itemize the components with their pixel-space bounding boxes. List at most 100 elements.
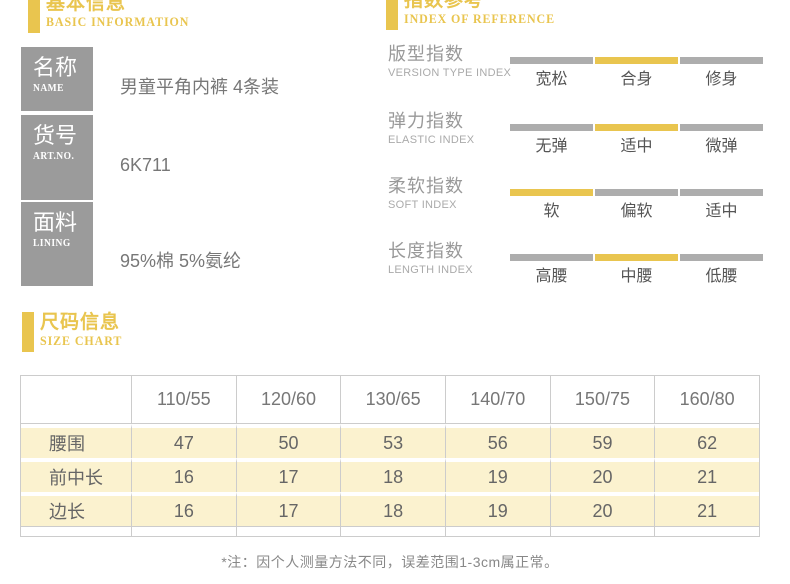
bar-segment bbox=[595, 254, 678, 261]
cell-value: 16 bbox=[131, 458, 236, 492]
option-label: 微弹 bbox=[705, 138, 738, 155]
name-label: 名称 bbox=[33, 55, 78, 80]
option-label: 偏软 bbox=[620, 203, 653, 220]
corner-cell bbox=[21, 376, 131, 424]
cell-value: 47 bbox=[131, 424, 236, 458]
elastic-index-label-en: ELASTIC INDEX bbox=[388, 134, 475, 146]
cell-value: 21 bbox=[654, 492, 759, 526]
index-reference-title: 指数参考 bbox=[404, 0, 485, 11]
label-box-artno: 货号 ART.NO. bbox=[21, 115, 93, 200]
length-index-label-en: LENGTH INDEX bbox=[388, 264, 473, 276]
bar-segment bbox=[510, 57, 593, 64]
option-label: 中腰 bbox=[620, 268, 653, 285]
option-label: 适中 bbox=[705, 203, 738, 220]
index-row-soft: 柔软指数 SOFT INDEX 软 偏软 适中 bbox=[388, 177, 766, 237]
version-index-bar bbox=[510, 57, 763, 64]
bar-segment bbox=[510, 124, 593, 131]
bar-segment bbox=[680, 254, 763, 261]
length-index-bar bbox=[510, 254, 763, 261]
size-column-header: 120/60 bbox=[235, 376, 341, 424]
row-label: 前中长 bbox=[21, 458, 131, 492]
size-column-header: 150/75 bbox=[549, 376, 655, 424]
bar-segment bbox=[680, 189, 763, 196]
cell-value: 21 bbox=[654, 458, 759, 492]
label-box-name: 名称 NAME bbox=[21, 47, 93, 111]
row-label: 边长 bbox=[21, 492, 131, 526]
cell-value: 50 bbox=[235, 424, 341, 458]
index-row-length: 长度指数 LENGTH INDEX 高腰 中腰 低腰 bbox=[388, 242, 766, 302]
cell-value: 20 bbox=[549, 458, 655, 492]
cell-value: 20 bbox=[549, 492, 655, 526]
size-column-header: 140/70 bbox=[444, 376, 550, 424]
bar-segment bbox=[595, 189, 678, 196]
option-label: 高腰 bbox=[535, 268, 568, 285]
lining-label-en: LINING bbox=[33, 238, 71, 249]
cell-value: 17 bbox=[235, 492, 341, 526]
table-filler-row bbox=[21, 526, 759, 536]
artno-value: 6K711 bbox=[120, 155, 171, 175]
option-label: 合身 bbox=[620, 71, 653, 88]
cell-value: 19 bbox=[444, 492, 550, 526]
accent-bar bbox=[386, 0, 398, 30]
name-value: 男童平角内裤 4条装 bbox=[120, 77, 280, 97]
option-label: 软 bbox=[543, 203, 560, 220]
soft-index-bar bbox=[510, 189, 763, 196]
bar-segment bbox=[595, 57, 678, 64]
elastic-index-bar bbox=[510, 124, 763, 131]
size-column-header: 160/80 bbox=[654, 376, 759, 424]
cell-value: 19 bbox=[444, 458, 550, 492]
bar-segment bbox=[510, 189, 593, 196]
table-row-front-length: 前中长 16 17 18 19 20 21 bbox=[21, 458, 759, 492]
index-row-elastic: 弹力指数 ELASTIC INDEX 无弹 适中 微弹 bbox=[388, 112, 766, 172]
bar-segment bbox=[680, 124, 763, 131]
version-index-label: 版型指数 bbox=[388, 44, 464, 64]
basic-info-header: 基本信息 BASIC INFORMATION bbox=[28, 0, 202, 33]
cell-value: 17 bbox=[235, 458, 341, 492]
option-label: 无弹 bbox=[535, 138, 568, 155]
cell-value: 18 bbox=[340, 492, 445, 526]
table-row-waist: 腰围 47 50 53 56 59 62 bbox=[21, 424, 759, 458]
basic-info-title: 基本信息 bbox=[46, 0, 127, 14]
name-label-en: NAME bbox=[33, 83, 64, 94]
cell-value: 16 bbox=[131, 492, 236, 526]
bar-segment bbox=[510, 254, 593, 261]
cell-value: 18 bbox=[340, 458, 445, 492]
size-chart-table: 110/55 120/60 130/65 140/70 150/75 160/8… bbox=[20, 375, 760, 537]
option-label: 适中 bbox=[620, 138, 653, 155]
option-label: 宽松 bbox=[535, 71, 568, 88]
artno-label-en: ART.NO. bbox=[33, 151, 75, 162]
version-index-label-en: VERSION TYPE INDEX bbox=[388, 67, 512, 79]
lining-label: 面料 bbox=[33, 210, 78, 235]
size-chart-subtitle: SIZE CHART bbox=[40, 333, 123, 348]
length-index-label: 长度指数 bbox=[388, 241, 464, 261]
cell-value: 53 bbox=[340, 424, 445, 458]
accent-bar bbox=[22, 312, 34, 352]
label-box-lining: 面料 LINING bbox=[21, 202, 93, 286]
option-label: 修身 bbox=[705, 71, 738, 88]
index-reference-header: 指数参考 INDEX OF REFERENCE bbox=[386, 0, 568, 30]
artno-label: 货号 bbox=[33, 123, 78, 148]
measurement-note: *注：因个人测量方法不同，误差范围1-3cm属正常。 bbox=[221, 554, 559, 570]
bar-segment bbox=[680, 57, 763, 64]
soft-index-label-en: SOFT INDEX bbox=[388, 199, 457, 211]
size-chart-title: 尺码信息 bbox=[40, 312, 121, 333]
cell-value: 62 bbox=[654, 424, 759, 458]
lining-value: 95%棉 5%氨纶 bbox=[120, 251, 242, 271]
table-row-side-length: 边长 16 17 18 19 20 21 bbox=[21, 492, 759, 526]
index-reference-subtitle: INDEX OF REFERENCE bbox=[404, 11, 556, 26]
accent-bar bbox=[28, 0, 40, 33]
cell-value: 59 bbox=[549, 424, 655, 458]
size-column-header: 110/55 bbox=[131, 376, 236, 424]
option-label: 低腰 bbox=[705, 268, 738, 285]
elastic-index-label: 弹力指数 bbox=[388, 111, 464, 131]
soft-index-label: 柔软指数 bbox=[388, 176, 464, 196]
basic-info-subtitle: BASIC INFORMATION bbox=[46, 14, 190, 29]
table-header-row: 110/55 120/60 130/65 140/70 150/75 160/8… bbox=[21, 376, 759, 424]
index-row-version-type: 版型指数 VERSION TYPE INDEX 宽松 合身 修身 bbox=[388, 45, 766, 105]
bar-segment bbox=[595, 124, 678, 131]
size-column-header: 130/65 bbox=[340, 376, 445, 424]
size-chart-header: 尺码信息 SIZE CHART bbox=[22, 312, 129, 352]
cell-value: 56 bbox=[444, 424, 550, 458]
row-label: 腰围 bbox=[21, 424, 131, 458]
